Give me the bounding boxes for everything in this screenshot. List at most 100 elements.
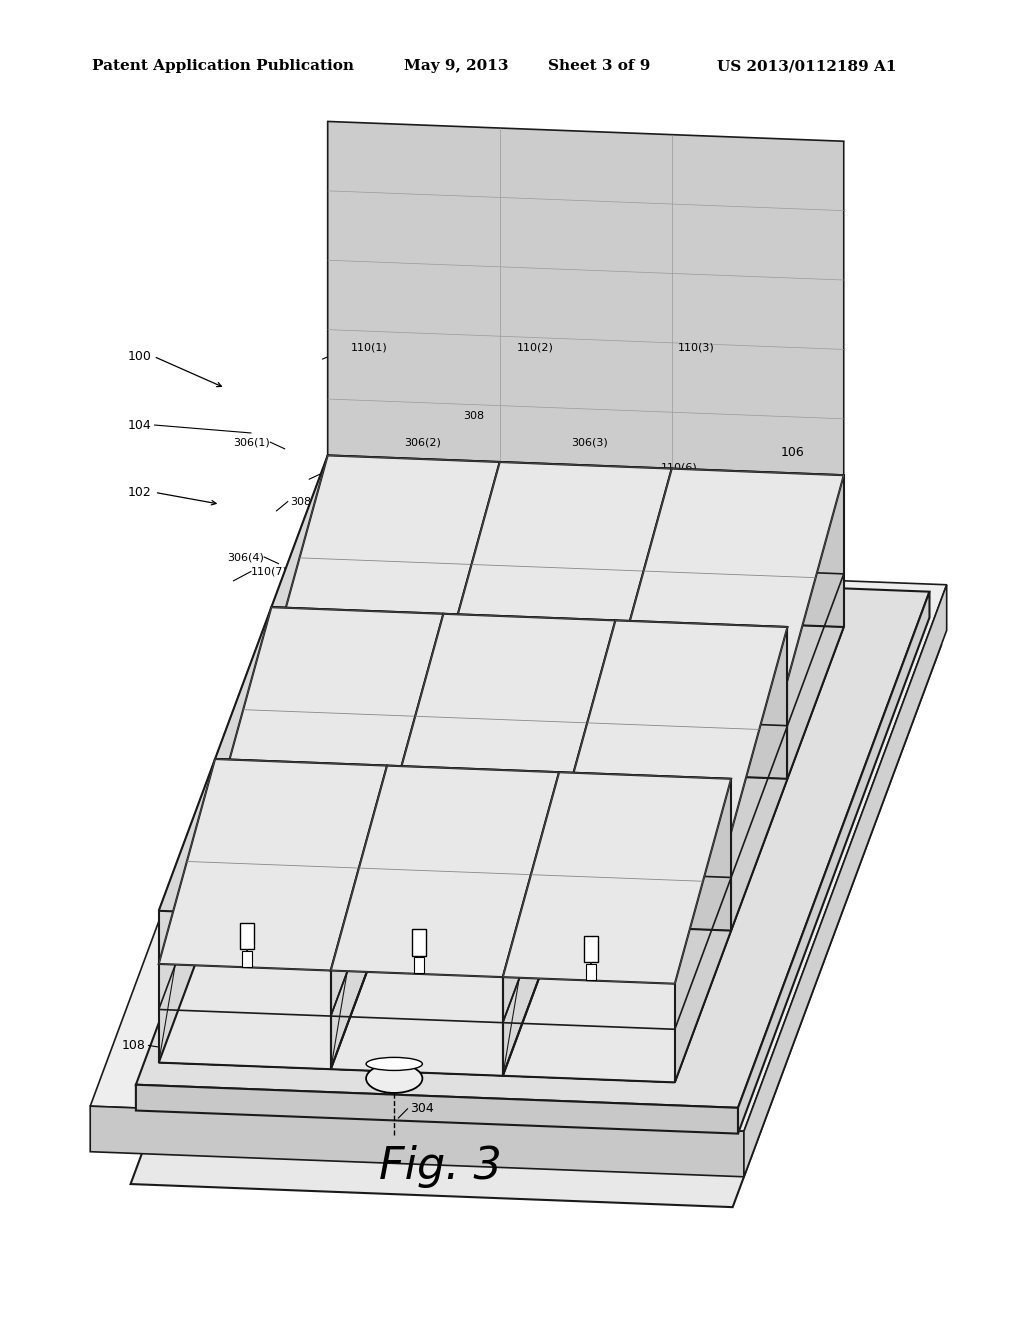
Text: 110(1): 110(1) [351,342,388,352]
Text: 110(5): 110(5) [497,462,534,473]
Polygon shape [159,759,387,970]
Text: 100: 100 [128,350,152,363]
Polygon shape [215,888,387,917]
Polygon shape [443,659,638,772]
Bar [414,957,424,973]
Polygon shape [443,743,615,772]
Bar [354,647,365,663]
Polygon shape [503,1053,675,1082]
Bar [470,805,480,821]
Text: 102: 102 [128,486,152,499]
Polygon shape [387,614,443,917]
Polygon shape [443,462,500,766]
Polygon shape [387,810,582,924]
Polygon shape [90,560,947,1131]
Text: 304: 304 [410,1102,433,1115]
Text: 308: 308 [463,411,484,421]
Text: 306(3): 306(3) [571,437,608,447]
Polygon shape [215,759,443,917]
Bar [298,799,308,814]
Polygon shape [615,750,787,779]
Polygon shape [559,620,615,924]
Polygon shape [271,652,466,766]
Polygon shape [738,591,930,1134]
Text: 110(4): 110(4) [335,462,372,473]
Polygon shape [136,569,930,1107]
Bar [641,784,654,810]
Polygon shape [443,614,615,772]
Polygon shape [328,121,844,627]
Bar [413,929,426,956]
Polygon shape [500,462,672,620]
Ellipse shape [367,1057,423,1071]
Bar [525,626,539,652]
Text: 306(4): 306(4) [227,552,264,562]
Bar [585,936,598,962]
Text: 306(5): 306(5) [391,552,428,562]
Polygon shape [559,620,787,832]
Text: 110(3): 110(3) [678,342,715,352]
Polygon shape [271,737,443,766]
Text: Fig. 3: Fig. 3 [379,1144,502,1188]
Ellipse shape [367,1064,423,1093]
Bar [586,964,596,979]
Polygon shape [215,607,443,818]
Polygon shape [331,766,559,977]
Text: 108: 108 [122,1039,145,1052]
Text: 110(2): 110(2) [517,342,554,352]
Bar [697,632,711,659]
Polygon shape [90,1106,744,1177]
Polygon shape [615,469,844,680]
Text: US 2013/0112189 A1: US 2013/0112189 A1 [717,59,896,74]
Polygon shape [387,895,559,924]
Polygon shape [672,469,844,627]
Bar [353,619,367,645]
Text: 306(2): 306(2) [404,437,441,447]
Text: 306(1): 306(1) [233,437,270,447]
Polygon shape [331,1047,503,1076]
Polygon shape [331,766,387,1069]
Polygon shape [331,766,387,1069]
Text: 106: 106 [780,446,804,459]
Polygon shape [136,1085,738,1134]
Polygon shape [559,772,731,931]
Polygon shape [503,772,559,1076]
Polygon shape [443,462,500,766]
Polygon shape [675,141,844,1082]
Bar [526,653,537,669]
Polygon shape [443,614,672,772]
Polygon shape [387,766,615,924]
Polygon shape [331,917,559,1076]
Polygon shape [731,627,787,931]
Polygon shape [328,455,500,614]
Polygon shape [744,585,947,1177]
Polygon shape [615,620,787,779]
Text: Sheet 3 of 9: Sheet 3 of 9 [548,59,650,74]
Text: May 9, 2013: May 9, 2013 [404,59,509,74]
Text: 110(9): 110(9) [577,566,613,577]
Polygon shape [503,772,731,983]
Bar [642,812,652,828]
Polygon shape [387,614,615,825]
Text: 308: 308 [612,500,634,511]
Polygon shape [271,607,500,766]
Polygon shape [159,1040,331,1069]
Polygon shape [159,956,353,1069]
Polygon shape [215,607,271,911]
Bar [469,777,482,804]
Text: 110(6): 110(6) [660,462,697,473]
Polygon shape [387,614,443,917]
Polygon shape [503,772,559,1076]
Polygon shape [271,607,443,766]
Text: 308: 308 [290,496,311,507]
Polygon shape [331,964,525,1076]
Polygon shape [387,766,559,924]
Polygon shape [215,759,387,917]
Polygon shape [215,805,410,917]
Polygon shape [131,622,941,1206]
Polygon shape [559,818,754,931]
Polygon shape [787,475,844,779]
Polygon shape [559,772,787,931]
Text: 306(6): 306(6) [556,552,593,562]
Polygon shape [271,455,328,759]
